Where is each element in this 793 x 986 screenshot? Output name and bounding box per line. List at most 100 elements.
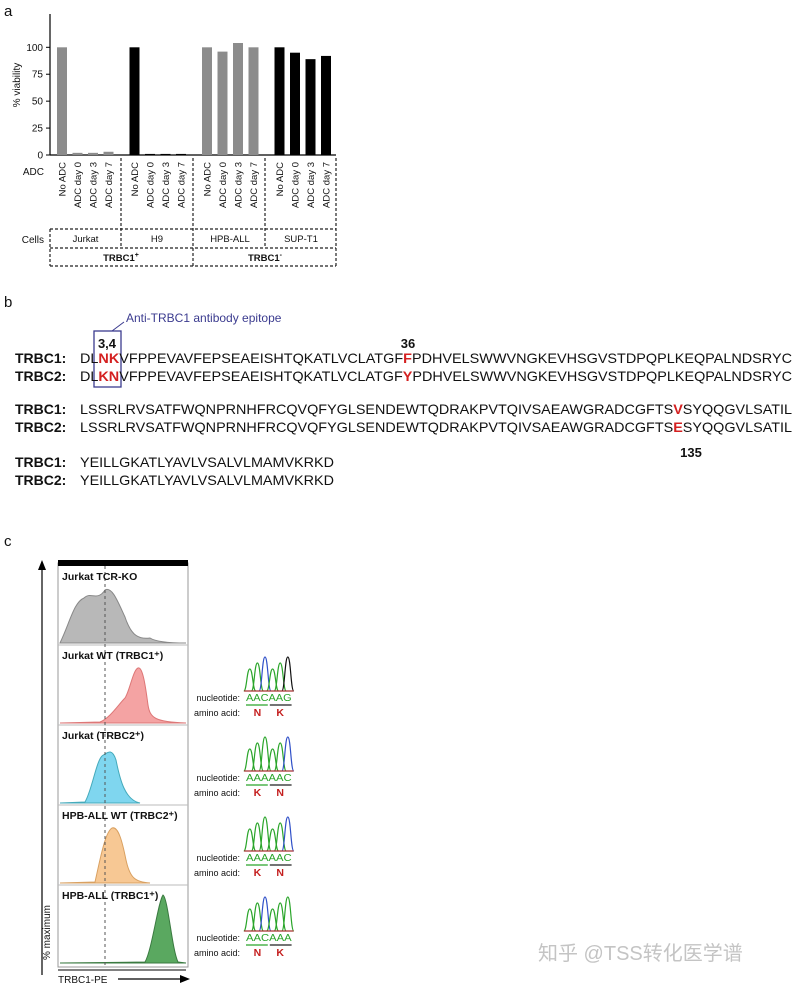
chromatogram-peak bbox=[250, 742, 264, 772]
sequence: DLNKVFPPEVAVFEPSEAEISHTQKATLVCLATGF FPDHV… bbox=[80, 350, 792, 366]
sequence-name: TRBC1: bbox=[15, 454, 66, 470]
amino-acid: K bbox=[254, 867, 262, 879]
sequence: YEILLGKATLYAVLVSALVLMAMVKRKD bbox=[80, 472, 334, 488]
bar bbox=[305, 59, 316, 155]
epitope-annotation: Anti-TRBC1 antibody epitope 3,4 36 135 bbox=[93, 311, 702, 460]
panel-label: a bbox=[4, 3, 13, 20]
supergroup-name: TRBC1 bbox=[248, 253, 280, 264]
arrow-head bbox=[38, 560, 46, 570]
bar bbox=[321, 55, 331, 155]
histogram-label: Jurkat WT (TRBC1⁺) bbox=[62, 650, 163, 662]
group-label: H9 bbox=[151, 234, 163, 245]
category-label: ADC day 7 bbox=[322, 162, 333, 208]
chromatogram-peak bbox=[243, 908, 257, 932]
nucleotide-caption: nucleotide: bbox=[196, 693, 240, 703]
position-label: 36 bbox=[401, 336, 415, 351]
chromatogram-peak bbox=[273, 662, 287, 692]
category-label: No ADC bbox=[275, 162, 286, 196]
chromatogram-peak bbox=[281, 896, 295, 932]
category-label: No ADC bbox=[203, 162, 214, 196]
sequence-part: LSSRLRVSATFWQNPRNHFRCQVQFYGLSENDEWTQDRAK… bbox=[80, 419, 673, 435]
bar bbox=[248, 47, 259, 155]
group-label: HPB-ALL bbox=[210, 234, 250, 245]
nucleotide-caption: nucleotide: bbox=[196, 773, 240, 783]
y-tick-label: 50 bbox=[32, 97, 44, 108]
supergroup-name: TRBC1 bbox=[103, 253, 135, 264]
nucleotide-sequence: AACAAA bbox=[246, 932, 292, 944]
variant-residue: KN bbox=[98, 368, 119, 384]
histogram-label: Jurkat (TRBC2⁺) bbox=[62, 730, 144, 742]
chromatogram-peak bbox=[273, 742, 287, 772]
histogram-curve bbox=[59, 751, 141, 804]
amino-acid: K bbox=[276, 707, 284, 719]
supergroup-label: TRBC1+ bbox=[103, 252, 139, 264]
category-label: ADC day 0 bbox=[146, 162, 157, 208]
sequence-name: TRBC1: bbox=[15, 350, 66, 366]
group-label: SUP-T1 bbox=[284, 234, 318, 245]
variant-residue: Y bbox=[403, 368, 413, 384]
sequence-name: TRBC2: bbox=[15, 368, 66, 384]
y-tick-label: 0 bbox=[37, 151, 43, 162]
chromatogram-peak bbox=[281, 736, 295, 772]
row-label: Cells bbox=[22, 235, 44, 246]
variant-residue: E bbox=[673, 419, 683, 435]
category-label: ADC day 3 bbox=[89, 162, 100, 208]
frame-top-bar bbox=[58, 560, 188, 566]
nucleotide-caption: nucleotide: bbox=[196, 933, 240, 943]
category-label: No ADC bbox=[130, 162, 141, 196]
chromatogram-peak bbox=[243, 748, 257, 772]
y-tick-label: 100 bbox=[26, 43, 43, 54]
category-label: ADC day 7 bbox=[177, 162, 188, 208]
category-label: ADC day 3 bbox=[161, 162, 172, 208]
histogram-label: HPB-ALL WT (TRBC2⁺) bbox=[62, 810, 178, 822]
nucleotide-sequence: AAAAAC bbox=[246, 852, 292, 864]
sequence-part: SYQQGVLSATIL bbox=[683, 401, 792, 417]
chromatogram-peak bbox=[266, 748, 280, 772]
annotation-text: Anti-TRBC1 antibody epitope bbox=[126, 311, 282, 325]
bar bbox=[176, 153, 186, 155]
sequence: LSSRLRVSATFWQNPRNHFRCQVQFYGLSENDEWTQDRAK… bbox=[80, 419, 792, 435]
arrow-head bbox=[180, 975, 190, 983]
sequence-name: TRBC2: bbox=[15, 472, 66, 488]
category-label: ADC day 3 bbox=[234, 162, 245, 208]
chromatogram-peak bbox=[281, 656, 295, 692]
nucleotide-sequence: AACAAG bbox=[246, 692, 292, 704]
watermark: 知乎 @TSS转化医学谱 bbox=[538, 942, 743, 965]
variant-residue: F bbox=[403, 350, 412, 366]
variant-residue: V bbox=[673, 401, 683, 417]
category-label: ADC day 3 bbox=[306, 162, 317, 208]
histogram-curve bbox=[59, 667, 187, 724]
position-label: 3,4 bbox=[98, 336, 117, 351]
supergroup-sup: + bbox=[135, 252, 139, 259]
histogram-label: Jurkat TCR-KO bbox=[62, 571, 137, 583]
annotation-leader bbox=[111, 321, 125, 332]
sequence: YEILLGKATLYAVLVSALVLMAMVKRKD bbox=[80, 454, 334, 470]
sequence: LSSRLRVSATFWQNPRNHFRCQVQFYGLSENDEWTQDRAK… bbox=[80, 401, 792, 417]
sequence-name: TRBC2: bbox=[15, 419, 66, 435]
chromatogram-peak bbox=[273, 822, 287, 852]
amino-caption: amino acid: bbox=[194, 708, 240, 718]
category-label: ADC day 0 bbox=[73, 162, 84, 208]
sequence-name: TRBC1: bbox=[15, 401, 66, 417]
sequence-part: VFPPEVAVFEPSEAEISHTQKATLVCLATGF bbox=[119, 350, 403, 366]
chromatogram-peak bbox=[250, 822, 264, 852]
panel-label: c bbox=[4, 533, 12, 550]
y-axis-label: % maximum bbox=[42, 905, 53, 960]
amino-acid: K bbox=[254, 787, 262, 799]
sequence: DLKNVFPPEVAVFEPSEAEISHTQKATLVCLATGF YPDHV… bbox=[80, 368, 792, 384]
chromatogram-peak bbox=[250, 662, 264, 692]
table-frame bbox=[49, 158, 337, 267]
x-axis-label: TRBC1-PE bbox=[58, 975, 108, 986]
variant-residue: NK bbox=[98, 350, 119, 366]
chromatogram-peak bbox=[281, 816, 295, 852]
amino-acid: N bbox=[254, 947, 262, 959]
sequence-part: PDHVELSWWVNGKEVHSGVSTDPQPLKEQPALNDSRYC bbox=[412, 350, 792, 366]
amino-acid: N bbox=[254, 707, 262, 719]
nucleotide-caption: nucleotide: bbox=[196, 853, 240, 863]
histogram-curve bbox=[59, 894, 187, 964]
chromatogram-peak bbox=[266, 668, 280, 692]
bar bbox=[145, 153, 155, 155]
panel-label: b bbox=[4, 294, 12, 311]
